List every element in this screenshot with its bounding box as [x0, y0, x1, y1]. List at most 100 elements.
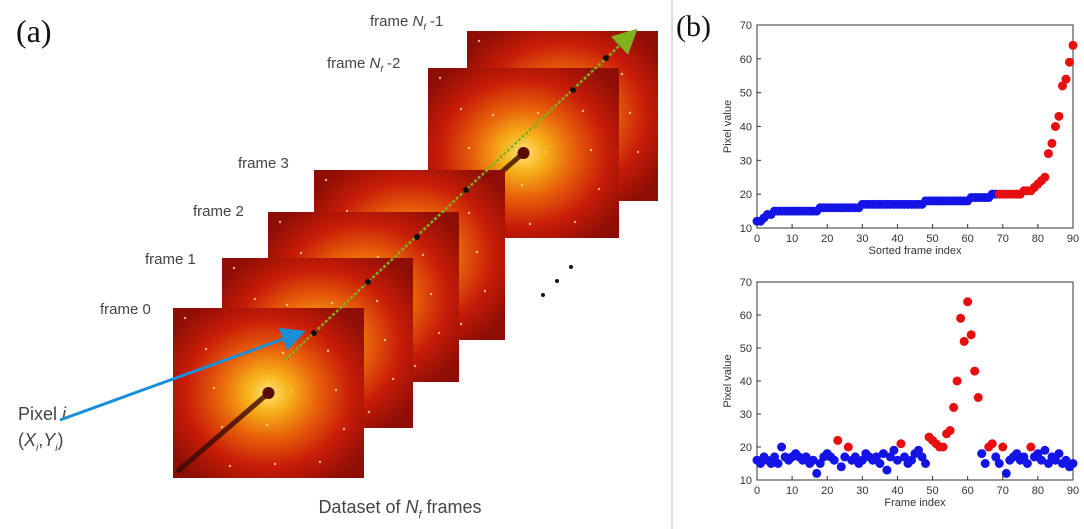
point	[773, 459, 783, 468]
point	[921, 459, 931, 468]
point	[1043, 459, 1053, 468]
point	[956, 313, 966, 323]
point	[906, 455, 916, 465]
text-part: N	[405, 497, 419, 517]
point	[917, 452, 927, 462]
speckle	[334, 388, 338, 392]
x-tick-label: 50	[926, 485, 938, 497]
speckle	[383, 338, 387, 342]
text-part: Dataset of	[318, 497, 405, 517]
point	[959, 336, 969, 346]
point	[963, 297, 973, 307]
text-part: X	[23, 430, 37, 450]
point	[871, 452, 881, 462]
y-tick-label: 70	[740, 277, 752, 289]
y-tick-label: 70	[740, 20, 752, 32]
point	[1047, 138, 1057, 148]
x-tick-label: 70	[997, 233, 1009, 245]
x-tick-label: 60	[962, 485, 974, 497]
point	[801, 452, 811, 462]
speckle	[375, 299, 379, 303]
x-tick-label: 30	[856, 485, 868, 497]
x-tick-label: 30	[856, 233, 868, 245]
pixel-dot	[570, 87, 576, 93]
x-tick-label: 90	[1067, 485, 1079, 497]
point	[991, 452, 1001, 462]
text-part: (	[18, 430, 24, 450]
text-part: frame	[370, 13, 413, 30]
x-tick-label: 70	[997, 485, 1009, 497]
point	[980, 459, 990, 468]
speckle	[232, 266, 236, 270]
y-tick-label: 60	[740, 54, 752, 66]
point	[1064, 57, 1074, 67]
point	[1019, 452, 1029, 462]
point	[1040, 445, 1050, 455]
point	[875, 459, 885, 468]
text-part: N	[370, 55, 381, 72]
speckle	[253, 297, 257, 301]
x-tick-label: 20	[821, 233, 833, 245]
text-part: i	[36, 443, 39, 454]
speckle	[483, 289, 487, 293]
point	[1022, 459, 1032, 468]
point	[889, 445, 899, 455]
y-tick-label: 60	[740, 310, 752, 322]
plot-frame	[756, 24, 1074, 229]
point	[843, 442, 853, 452]
pixel-arrow	[59, 327, 306, 422]
speckle	[573, 220, 577, 224]
pixel-dot	[365, 279, 371, 285]
text-part: N	[413, 13, 424, 30]
x-tick-label: 50	[926, 233, 938, 245]
point	[1040, 172, 1050, 182]
point	[857, 455, 867, 465]
point	[1026, 442, 1036, 452]
beam-center	[262, 387, 275, 399]
text-part: Y	[43, 430, 57, 450]
speckle	[413, 364, 417, 368]
ellipsis-dot	[569, 265, 573, 269]
speckle	[421, 253, 425, 257]
speckle	[183, 316, 187, 320]
point	[892, 455, 902, 465]
speckle	[265, 423, 269, 427]
speckle	[324, 178, 328, 182]
y-tick-label: 10	[740, 223, 752, 235]
panel-label: (a)	[16, 13, 52, 49]
speckle	[212, 386, 216, 390]
x-tick-label: 60	[962, 233, 974, 245]
speckle	[581, 109, 585, 113]
speckle	[477, 39, 481, 43]
y-tick-label: 20	[740, 189, 752, 201]
point	[812, 468, 822, 478]
speckle	[589, 148, 593, 152]
text-part: frame	[327, 55, 370, 72]
point	[945, 426, 955, 435]
point	[808, 455, 818, 465]
speckle	[620, 72, 624, 76]
text-part: f	[380, 64, 384, 74]
point	[878, 449, 888, 459]
speckle	[391, 377, 395, 381]
frame-label: frame Nf -2	[327, 55, 400, 74]
point	[1043, 149, 1053, 159]
y-tick-label: 40	[740, 376, 752, 388]
point	[840, 452, 850, 462]
point	[1057, 81, 1067, 91]
point	[850, 452, 860, 462]
y-tick-label: 50	[740, 343, 752, 355]
point	[756, 459, 766, 468]
y-tick-label: 20	[740, 442, 752, 454]
y-tick-label: 30	[740, 409, 752, 421]
y-tick-label: 40	[740, 122, 752, 134]
point	[770, 452, 780, 462]
pixel-dot	[414, 234, 420, 240]
x-tick-label: 40	[891, 485, 903, 497]
point	[1036, 455, 1046, 465]
x-tick-label: 20	[821, 485, 833, 497]
speckle	[491, 113, 495, 117]
y-axis-label: Pixel value	[722, 354, 734, 407]
beam-center	[517, 147, 530, 159]
x-tick-label: 10	[786, 485, 798, 497]
